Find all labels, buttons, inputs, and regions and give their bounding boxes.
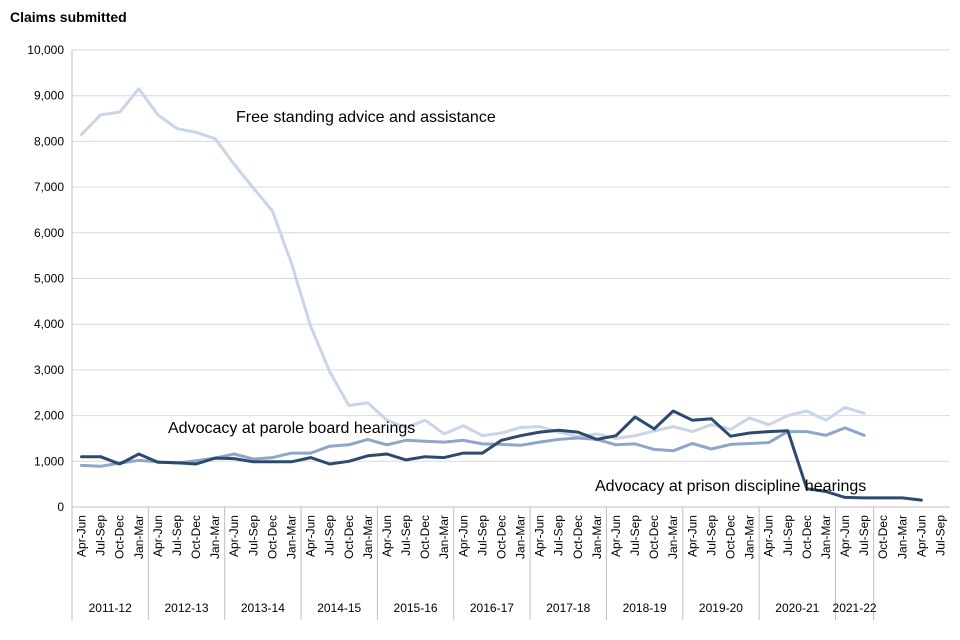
y-tick-label: 6,000 [34,226,64,240]
x-tick-label: Apr-Jun [533,515,547,557]
x-tick-label: Jul-Sep [781,515,795,556]
x-tick-label: Jan-Mar [361,515,375,559]
fy-label: 2015-16 [394,601,438,615]
annotation-prison-discipline: Advocacy at prison discipline hearings [595,478,866,495]
x-tick-label: Apr-Jun [227,515,241,557]
series-line-0 [80,87,866,440]
x-tick-label: Jan-Mar [208,515,222,559]
x-tick-label: Oct-Dec [418,515,432,559]
fy-label: 2017-18 [546,601,590,615]
x-tick-label: Apr-Jun [609,515,623,557]
axes [71,50,950,508]
fy-label: 2020-21 [775,601,819,615]
x-tick-label: Jul-Sep [704,515,718,556]
x-tick-label: Oct-Dec [571,515,585,559]
x-tick-label: Jul-Sep [552,515,566,556]
series-line-2 [80,409,923,502]
x-tick-label: Jan-Mar [514,515,528,559]
y-tick-label: 0 [57,500,64,514]
x-tick-label: Apr-Jun [914,515,928,557]
x-tick-label: Jan-Mar [590,515,604,559]
x-tick-label: Jul-Sep [628,515,642,556]
annotation-parole-board: Advocacy at parole board hearings [168,420,415,437]
x-tick-label: Jan-Mar [819,515,833,559]
x-tick-label: Apr-Jun [151,515,165,557]
series-lines [80,87,923,502]
x-tick-label: Apr-Jun [762,515,776,557]
x-tick-label: Oct-Dec [494,515,508,559]
fy-label: 2013-14 [241,601,285,615]
y-tick-label: 5,000 [34,272,64,286]
x-tick-label: Jan-Mar [895,515,909,559]
fy-label: 2012-13 [164,601,208,615]
x-tick-label: Jul-Sep [323,515,337,556]
x-tick-label: Apr-Jun [380,515,394,557]
x-tick-label: Oct-Dec [647,515,661,559]
y-tick-label: 8,000 [34,134,64,148]
x-tick-label: Jul-Sep [933,515,947,556]
y-tick-label: 1,000 [34,454,64,468]
x-tick-label: Jan-Mar [285,515,299,559]
x-tick-label: Apr-Jun [304,515,318,557]
x-tick-label: Oct-Dec [342,515,356,559]
x-tick-label: Jul-Sep [399,515,413,556]
fy-label: 2016-17 [470,601,514,615]
y-axis-title: Claims submitted [10,9,127,25]
y-tick-label: 10,000 [27,43,64,57]
y-tick-label: 7,000 [34,180,64,194]
financial-year-labels: 2011-12 2012-13 2013-14 2014-15 2015-16 2016-… [71,507,877,620]
fy-label: 2011-12 [89,601,132,615]
annotations: Free standing advice and assistance Advo… [168,109,866,495]
x-tick-label: Jan-Mar [666,515,680,559]
y-tick-label: 4,000 [34,317,64,331]
fy-label: 2019-20 [699,601,743,615]
x-tick-label: Apr-Jun [838,515,852,557]
x-tick-label: Oct-Dec [189,515,203,559]
fy-label: 2018-19 [623,601,667,615]
x-tick-label: Jul-Sep [857,515,871,556]
x-tick-label: Apr-Jun [685,515,699,557]
fy-label: 2021-22 [833,601,877,615]
x-tick-label: Jul-Sep [94,515,108,556]
x-tick-label: Jan-Mar [437,515,451,559]
gridlines [72,49,950,462]
y-tick-label: 3,000 [34,363,64,377]
x-tick-label: Jul-Sep [475,515,489,556]
x-axis-ticks: Apr-Jun Jul-Sep Oct-Dec Jan-Mar Apr-Jun Jul-S… [75,515,948,559]
y-axis-ticks: 0 1,000 2,000 3,000 4,000 5,000 6,000 7,000 8,00… [27,43,64,514]
y-tick-label: 2,000 [34,409,64,423]
x-tick-label: Oct-Dec [265,515,279,559]
x-tick-label: Oct-Dec [724,515,738,559]
x-tick-label: Jan-Mar [743,515,757,559]
fy-label: 2014-15 [317,601,361,615]
x-tick-label: Jul-Sep [246,515,260,556]
x-tick-label: Apr-Jun [456,515,470,557]
y-tick-label: 9,000 [34,89,64,103]
x-tick-label: Jan-Mar [132,515,146,559]
x-tick-label: Oct-Dec [876,515,890,559]
annotation-free-standing: Free standing advice and assistance [236,109,496,126]
x-tick-label: Oct-Dec [800,515,814,559]
x-tick-label: Jul-Sep [170,515,184,556]
x-tick-label: Oct-Dec [113,515,127,559]
x-tick-label: Apr-Jun [75,515,89,557]
